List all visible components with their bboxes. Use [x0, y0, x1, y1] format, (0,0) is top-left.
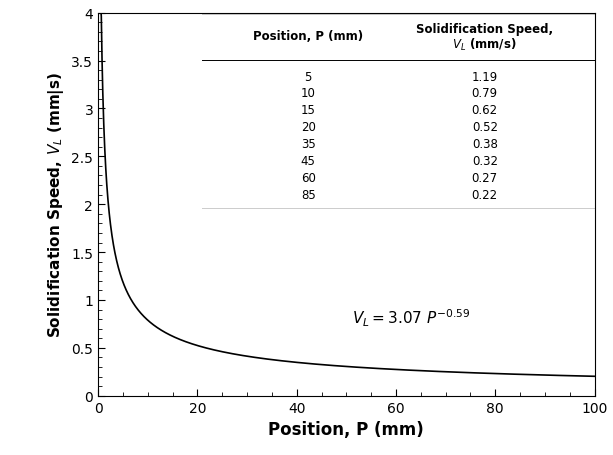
- Text: 15: 15: [301, 104, 316, 117]
- Text: $V_L$ (mm/s): $V_L$ (mm/s): [452, 37, 517, 53]
- Text: 0.32: 0.32: [472, 155, 498, 168]
- Text: Solidification Speed,: Solidification Speed,: [416, 23, 554, 36]
- Text: 0.79: 0.79: [471, 87, 498, 100]
- Text: 0.27: 0.27: [471, 172, 498, 185]
- Text: Position, P (mm): Position, P (mm): [253, 30, 364, 43]
- Text: $V_L = 3.07\ P^{-0.59}$: $V_L = 3.07\ P^{-0.59}$: [352, 307, 470, 328]
- Text: 20: 20: [301, 121, 316, 134]
- Y-axis label: Solidification Speed, $V_L$ (mm|s): Solidification Speed, $V_L$ (mm|s): [45, 72, 66, 338]
- Text: 85: 85: [301, 188, 316, 202]
- Text: 60: 60: [301, 172, 316, 185]
- X-axis label: Position, P (mm): Position, P (mm): [268, 420, 424, 438]
- Text: 10: 10: [301, 87, 316, 100]
- Text: 0.62: 0.62: [471, 104, 498, 117]
- Text: 0.52: 0.52: [472, 121, 498, 134]
- Text: 5: 5: [305, 71, 312, 83]
- Text: 0.22: 0.22: [471, 188, 498, 202]
- Text: 45: 45: [301, 155, 316, 168]
- Text: 0.38: 0.38: [472, 138, 498, 151]
- Text: 35: 35: [301, 138, 316, 151]
- Text: 1.19: 1.19: [471, 71, 498, 83]
